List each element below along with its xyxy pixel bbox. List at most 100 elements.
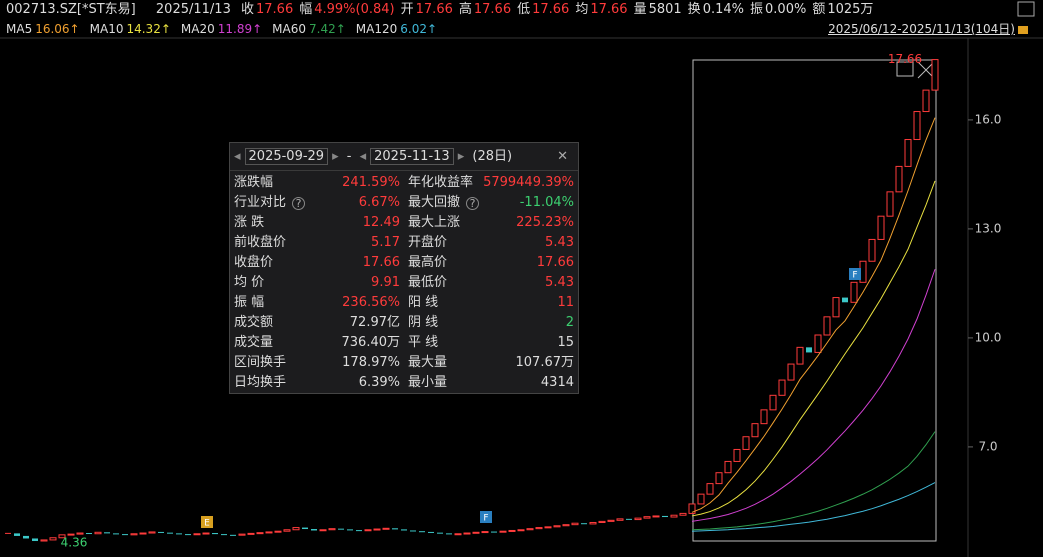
wp-icon[interactable] <box>1017 1 1035 17</box>
ma-line <box>691 180 936 517</box>
candle <box>364 529 372 532</box>
candle <box>499 530 507 533</box>
legend-name: MA20 <box>180 22 215 36</box>
candle <box>193 533 201 536</box>
ma-line <box>691 431 936 531</box>
quote-value: 17.66 <box>532 2 570 17</box>
stat-value: 5.17 <box>371 235 400 250</box>
stat-value: 5.43 <box>545 275 574 290</box>
quote-value: 5801 <box>648 2 682 17</box>
y-tick-label: 16.0 <box>975 112 1002 126</box>
legend-value: 6.02↑ <box>400 22 438 36</box>
candle <box>454 533 462 536</box>
quote-label: 开 <box>400 2 414 17</box>
candle <box>517 529 525 532</box>
candle <box>652 515 660 518</box>
quote-value: 0.00% <box>765 2 807 17</box>
panel-toolbar: ◂ 2025-09-29 ▸ - ◂ 2025-11-13 ▸ (28日) ✕ <box>230 143 578 171</box>
stat-value: 225.23% <box>516 215 574 230</box>
info-icon: ? <box>292 197 305 210</box>
y-tick-label: 7.0 <box>978 439 997 453</box>
quote-label: 收 <box>240 2 254 17</box>
candle <box>904 139 912 167</box>
candle <box>419 531 425 533</box>
candle <box>832 297 840 318</box>
candle <box>787 363 795 381</box>
candle <box>535 527 543 530</box>
event-label: E <box>204 519 210 529</box>
max-label: 17.66 <box>888 52 922 66</box>
candle <box>491 531 497 533</box>
candle <box>401 529 407 531</box>
stat-label: 年化收益率 <box>408 175 474 190</box>
candle <box>40 539 48 542</box>
stat-value: 6.39% <box>358 375 400 390</box>
stat-label: 收盘价 <box>234 255 274 270</box>
candle <box>526 528 534 531</box>
quote-label: 换 <box>687 2 701 17</box>
stat-value: 241.59% <box>342 175 400 190</box>
candle <box>877 215 885 240</box>
candle <box>148 531 156 534</box>
candle <box>814 334 822 353</box>
candle <box>67 533 75 536</box>
stat-label: 最高价 <box>408 255 448 270</box>
legend-name: MA60 <box>272 22 306 36</box>
candle <box>760 409 768 425</box>
candle <box>463 532 471 535</box>
quote-value: 17.66 <box>256 2 294 17</box>
stat-value: 236.56% <box>342 295 400 310</box>
stat-value: 178.97% <box>342 355 400 370</box>
candle <box>311 529 317 531</box>
candle <box>32 538 38 542</box>
stat-value: 107.67万 <box>515 355 575 370</box>
stat-value: 5.43 <box>545 235 574 250</box>
candle <box>544 526 552 529</box>
y-tick-label: 10.0 <box>975 330 1002 344</box>
lock-icon[interactable] <box>1018 26 1028 34</box>
maximize-icon[interactable] <box>896 61 914 77</box>
stat-label: 最大回撤 <box>408 195 461 210</box>
candle <box>122 534 128 536</box>
candle <box>256 532 264 535</box>
separator: - <box>346 149 352 164</box>
event-marker <box>849 268 861 280</box>
stat-value: 6.67% <box>358 195 400 210</box>
candle <box>212 533 218 535</box>
candle <box>86 533 92 535</box>
candle <box>221 534 227 536</box>
stat-label: 行业对比 <box>234 195 287 210</box>
panel-close[interactable]: ✕ <box>557 149 568 164</box>
candle <box>931 59 939 91</box>
candle <box>23 535 29 539</box>
candle <box>185 534 191 536</box>
symbol: 002713.SZ[*ST东易] <box>6 2 136 17</box>
date-range[interactable]: 2025/06/12-2025/11/13(104日) <box>828 22 1015 36</box>
quote-value: 17.66 <box>415 2 453 17</box>
candle <box>571 522 579 526</box>
candle <box>292 527 300 531</box>
candle <box>886 191 894 217</box>
event-marker <box>201 516 213 528</box>
stat-label: 平 线 <box>408 335 439 350</box>
min-label: 4.36 <box>61 535 88 549</box>
close-icon[interactable] <box>917 61 935 79</box>
candle <box>283 529 291 532</box>
quote-label: 额 <box>812 2 826 17</box>
ma-line <box>691 117 936 513</box>
quote-value: 17.66 <box>590 2 628 17</box>
candle <box>265 531 273 534</box>
start-date[interactable]: 2025-09-29 <box>244 148 329 165</box>
legend-name: MA120 <box>355 22 398 36</box>
event-label: F <box>483 514 488 524</box>
stat-label: 区间换手 <box>234 355 287 370</box>
candle <box>724 460 732 474</box>
stat-value: 72.97亿 <box>349 315 400 330</box>
quote-value: 1025万 <box>827 2 874 17</box>
candle <box>446 533 452 535</box>
end-date[interactable]: 2025-11-13 <box>370 148 454 165</box>
candle <box>823 316 831 336</box>
candle <box>472 531 480 534</box>
range-box <box>692 59 937 542</box>
